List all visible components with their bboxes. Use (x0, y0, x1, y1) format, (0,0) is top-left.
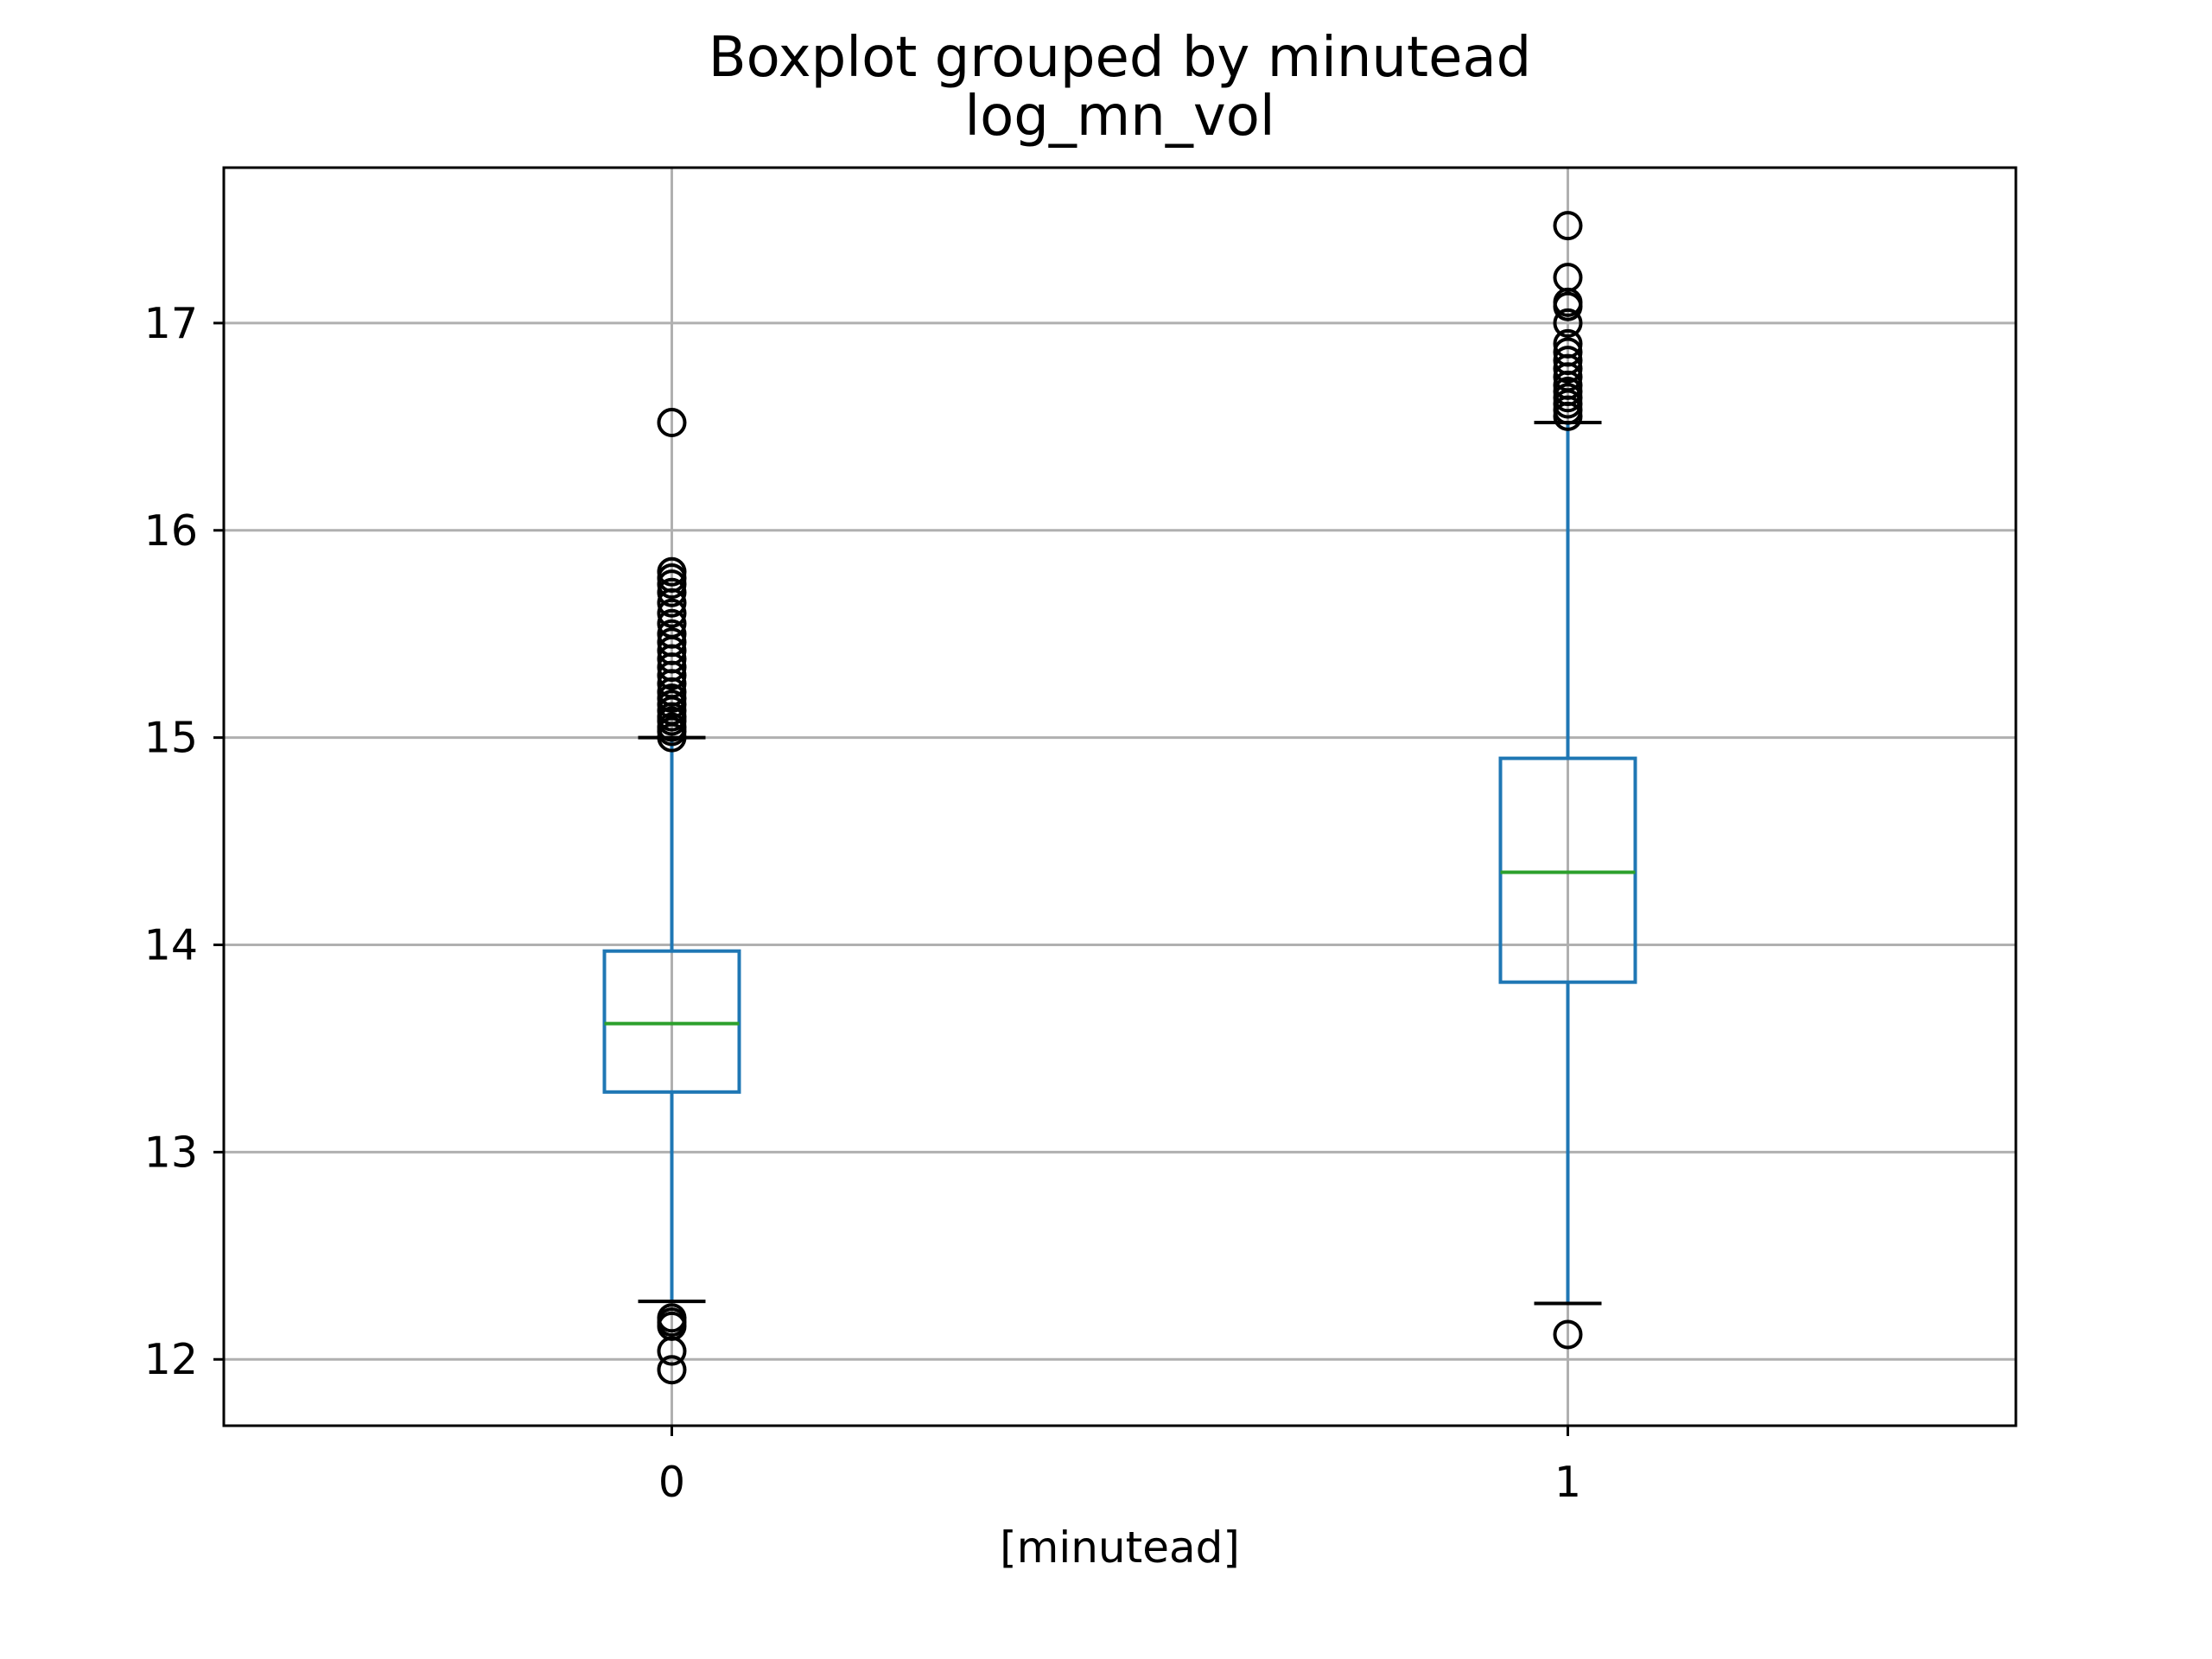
outlier-point (657, 556, 687, 587)
box-iqr (1498, 756, 1637, 984)
outlier-point (1553, 346, 1583, 376)
outlier-point (1553, 1319, 1583, 1350)
y-tick-label: 13 (144, 1128, 198, 1177)
box-series (602, 211, 1637, 1385)
axis-ticks: 12 13 14 15 16 17 0 1 (144, 299, 1581, 1507)
y-tick-label: 12 (144, 1335, 198, 1384)
outlier-point (1553, 263, 1583, 293)
y-tick-label: 14 (144, 921, 198, 970)
outlier-point (657, 577, 687, 607)
x-tick-label: 1 (1554, 1458, 1581, 1507)
outlier-point (657, 619, 687, 649)
y-tick-label: 16 (144, 506, 198, 556)
box-group-1 (1498, 211, 1637, 1350)
chart-suptitle: Boxplot grouped by minutead (709, 26, 1532, 90)
outlier-point (657, 408, 687, 438)
grid-lines (224, 168, 2016, 1426)
chart-title: log_mn_vol (964, 85, 1274, 149)
outlier-point (1553, 337, 1583, 367)
outlier-point (1553, 308, 1583, 338)
box-group-0 (602, 408, 741, 1385)
y-tick-label: 15 (144, 714, 198, 763)
outlier-point (657, 627, 687, 658)
y-tick-label: 17 (144, 299, 198, 348)
box-iqr (602, 949, 741, 1094)
outlier-point (657, 1355, 687, 1385)
x-axis-label: [minutead] (1000, 1522, 1240, 1573)
outlier-point (657, 1303, 687, 1333)
outlier-point (657, 608, 687, 639)
outlier-point (1553, 328, 1583, 359)
x-tick-label: 0 (658, 1458, 685, 1507)
outlier-point (657, 598, 687, 628)
plot-frame (222, 166, 2018, 1427)
outlier-point (1553, 211, 1583, 241)
